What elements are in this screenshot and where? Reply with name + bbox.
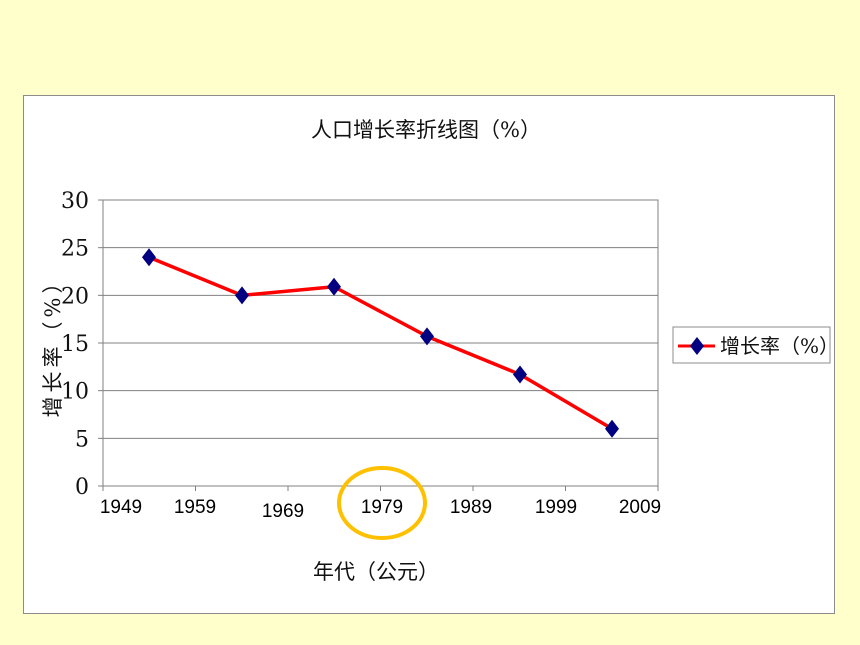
x-tick-label: 1979 <box>361 497 403 518</box>
data-point <box>420 327 434 346</box>
legend-marker <box>690 337 704 355</box>
x-tick-label: 1989 <box>450 497 492 518</box>
y-tick-label: 30 <box>61 189 89 214</box>
y-tick-label: 15 <box>61 332 89 357</box>
x-tick-label: 1949 <box>100 497 142 518</box>
legend-label: 增长率（%） <box>720 334 839 358</box>
x-tick-label: 1959 <box>174 497 216 518</box>
series-line <box>148 255 613 431</box>
x-tick-label: 1969 <box>262 501 304 522</box>
y-tick-label: 0 <box>75 475 89 500</box>
chart-title: 人口增长率折线图（%） <box>311 118 541 142</box>
highlight-circle <box>337 466 427 540</box>
y-axis-ticks: 0 5 10 15 20 25 30 <box>61 189 103 500</box>
x-tick-label: 1999 <box>535 497 577 518</box>
legend: 增长率（%） <box>672 326 839 364</box>
y-tick-label: 10 <box>61 380 89 405</box>
x-axis-label: 年代（公元） <box>313 560 439 584</box>
series-layer <box>142 248 619 438</box>
gridlines <box>103 247 658 439</box>
y-tick-label: 25 <box>61 237 89 262</box>
data-point <box>327 277 341 296</box>
data-point <box>142 248 156 267</box>
x-tick-label: 2009 <box>619 497 661 518</box>
y-tick-label: 20 <box>61 284 89 309</box>
y-axis-label: 增长率（%） <box>41 269 65 418</box>
data-point <box>513 365 527 384</box>
data-point <box>605 419 619 438</box>
x-axis-ticks: 1949 1959 1969 1979 1989 1999 2009 <box>100 486 661 522</box>
data-point <box>235 286 249 305</box>
y-axis-label-text: 增长率（%） <box>41 269 65 418</box>
y-tick-label: 5 <box>75 427 89 452</box>
